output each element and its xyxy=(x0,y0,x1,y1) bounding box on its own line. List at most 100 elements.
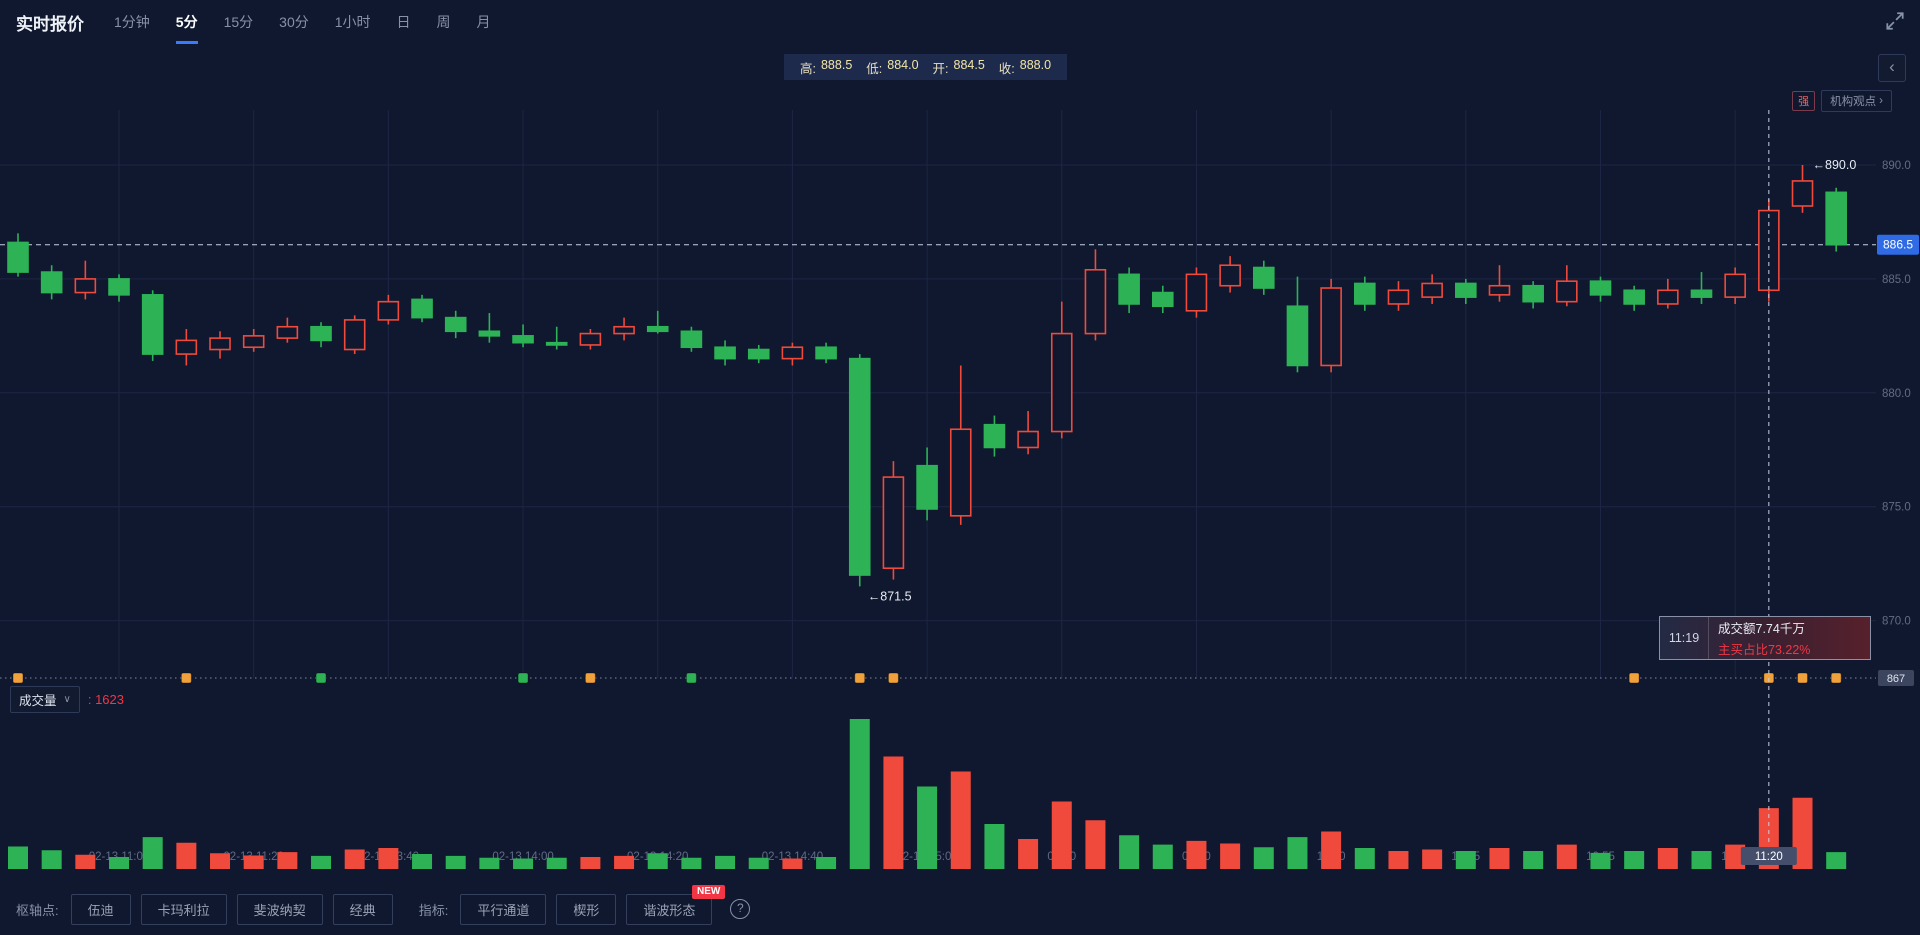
volume-bar[interactable] xyxy=(1691,851,1712,869)
indicator-button-平行通道[interactable]: 平行通道 xyxy=(460,893,547,925)
candle[interactable] xyxy=(1556,265,1578,307)
indicator-button-谐波形态[interactable]: 谐波形态 NEW xyxy=(626,884,726,925)
signal-marker[interactable] xyxy=(1830,672,1842,684)
candle[interactable] xyxy=(1387,281,1410,311)
volume-bar[interactable] xyxy=(210,853,231,869)
candle[interactable] xyxy=(343,315,366,355)
volume-bar[interactable] xyxy=(176,842,197,869)
candle[interactable] xyxy=(579,329,602,350)
volume-bar[interactable] xyxy=(479,857,500,869)
volume-bar[interactable] xyxy=(1624,851,1645,869)
candle[interactable] xyxy=(1185,267,1208,318)
volume-bar[interactable] xyxy=(1590,852,1611,869)
volume-bar[interactable] xyxy=(142,837,163,869)
volume-bar[interactable] xyxy=(277,852,298,869)
volume-bar[interactable] xyxy=(614,855,635,869)
tab-1小时[interactable]: 1小时 xyxy=(334,14,371,30)
volume-bar[interactable] xyxy=(1455,851,1476,869)
candle[interactable] xyxy=(1084,249,1107,341)
volume-bar[interactable] xyxy=(1085,820,1106,869)
volume-bar[interactable] xyxy=(748,857,769,869)
candle[interactable] xyxy=(209,331,231,359)
pivot-button-斐波纳契[interactable]: 斐波纳契 xyxy=(236,893,323,925)
candle[interactable] xyxy=(1017,411,1039,455)
candle[interactable] xyxy=(545,326,568,350)
candle[interactable] xyxy=(680,326,703,352)
volume-bar[interactable] xyxy=(917,786,938,870)
volume-bar[interactable] xyxy=(1792,797,1813,869)
volume-bar[interactable] xyxy=(1321,831,1342,870)
candle[interactable] xyxy=(1758,199,1780,302)
signal-marker[interactable] xyxy=(854,672,866,684)
volume-bar[interactable] xyxy=(984,824,1005,869)
volume-indicator-selector[interactable]: 成交量 ∨ xyxy=(10,686,80,713)
candle[interactable] xyxy=(1219,256,1241,293)
candle[interactable] xyxy=(1825,187,1847,252)
indicator-button-楔形[interactable]: 楔形 xyxy=(556,893,617,925)
tab-1分钟[interactable]: 1分钟 xyxy=(114,14,150,30)
pivot-button-经典[interactable]: 经典 xyxy=(332,893,393,925)
volume-bar[interactable] xyxy=(883,756,904,870)
candle[interactable] xyxy=(444,310,467,339)
candle[interactable] xyxy=(949,365,972,525)
volume-bar[interactable] xyxy=(1422,849,1443,870)
candle[interactable] xyxy=(848,354,871,587)
volume-bar[interactable] xyxy=(546,857,567,869)
candle[interactable] xyxy=(108,274,130,302)
volume-bar[interactable] xyxy=(849,719,870,869)
volume-bar[interactable] xyxy=(1556,844,1577,869)
candle[interactable] xyxy=(40,265,63,300)
candle[interactable] xyxy=(1488,265,1511,302)
tab-30分[interactable]: 30分 xyxy=(279,14,309,30)
candle[interactable] xyxy=(1421,274,1443,304)
volume-bar[interactable] xyxy=(715,855,736,869)
volume-bar[interactable] xyxy=(8,846,28,870)
candle[interactable] xyxy=(1623,285,1645,311)
candle[interactable] xyxy=(1354,276,1376,311)
candle[interactable] xyxy=(1522,281,1544,309)
candle[interactable] xyxy=(7,233,29,277)
signal-marker[interactable] xyxy=(1628,672,1640,684)
tab-日[interactable]: 日 xyxy=(396,14,411,30)
volume-bar[interactable] xyxy=(445,855,466,869)
help-icon[interactable]: ? xyxy=(730,899,751,919)
volume-bar[interactable] xyxy=(109,857,130,869)
volume-bar[interactable] xyxy=(816,857,837,869)
volume-bar[interactable] xyxy=(1018,839,1039,869)
institution-view-button[interactable]: 机构观点 › xyxy=(1821,90,1892,112)
signal-marker[interactable] xyxy=(1797,672,1809,684)
volume-bar[interactable] xyxy=(1220,843,1241,870)
volume-bar[interactable] xyxy=(782,858,803,870)
tab-5分[interactable]: 5分 xyxy=(175,0,198,44)
volume-bar[interactable] xyxy=(1657,848,1678,869)
volume-bar[interactable] xyxy=(1119,835,1140,869)
volume-bar[interactable] xyxy=(1489,848,1510,869)
candle[interactable] xyxy=(1690,272,1713,304)
candle[interactable] xyxy=(1791,165,1814,213)
candle[interactable] xyxy=(478,313,501,343)
signal-marker[interactable] xyxy=(517,672,529,684)
candle[interactable] xyxy=(512,324,534,348)
volume-bar[interactable] xyxy=(1287,837,1308,869)
volume-bar[interactable] xyxy=(1051,801,1072,870)
candle[interactable] xyxy=(411,294,433,323)
candle[interactable] xyxy=(882,461,905,580)
candle[interactable] xyxy=(916,447,938,521)
volume-bar[interactable] xyxy=(681,857,702,869)
candle[interactable] xyxy=(646,310,669,334)
tab-月[interactable]: 月 xyxy=(476,14,491,30)
candle[interactable] xyxy=(1286,276,1309,373)
signal-marker[interactable] xyxy=(685,672,697,684)
candle[interactable] xyxy=(141,290,164,361)
volume-bar[interactable] xyxy=(580,857,601,869)
collapse-panel-button[interactable]: ‹ xyxy=(1878,54,1906,82)
signal-marker[interactable] xyxy=(315,672,327,684)
volume-bar[interactable] xyxy=(1388,851,1409,869)
pivot-button-伍迪[interactable]: 伍迪 xyxy=(70,893,131,925)
volume-bar[interactable] xyxy=(950,771,971,870)
volume-bar[interactable] xyxy=(41,850,62,869)
tab-15分[interactable]: 15分 xyxy=(223,14,254,30)
candle[interactable] xyxy=(242,329,265,352)
volume-bar[interactable] xyxy=(1354,848,1375,869)
